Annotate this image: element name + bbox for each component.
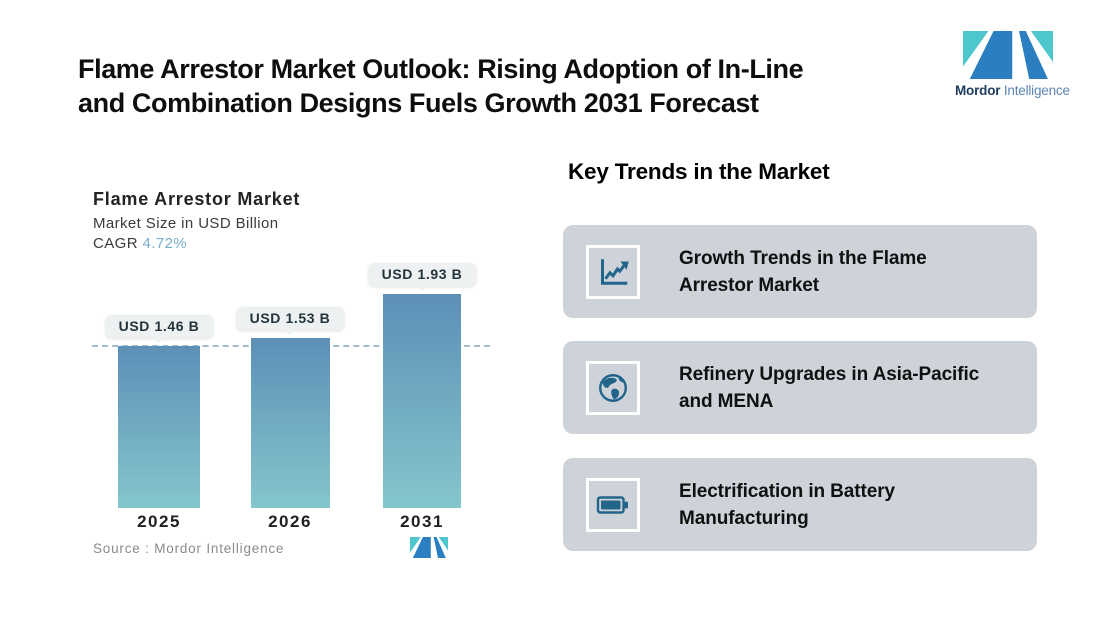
brand-logo: Mordor Intelligence [955, 31, 1070, 98]
page-title-line2: and Combination Designs Fuels Growth 203… [78, 88, 759, 118]
trend-card-refinery: Refinery Upgrades in Asia-Pacific and ME… [563, 341, 1037, 434]
globe-icon [599, 373, 627, 402]
x-axis-label-2025: 2025 [137, 512, 181, 531]
value-label-2031: USD 1.93 B [368, 263, 476, 286]
trend-card-electrification: Electrification in Battery Manufacturing [563, 458, 1037, 551]
chart-subtitle: Market Size in USD Billion [93, 215, 279, 232]
mordor-intelligence-mini-logo-icon [410, 537, 448, 558]
chart-header: Flame Arrestor Market Market Size in USD… [93, 189, 300, 252]
brand-name: Mordor Intelligence [955, 83, 1070, 98]
trend-label: Refinery Upgrades in Asia-Pacific and ME… [679, 363, 980, 412]
trend-card-growth: Growth Trends in the Flame Arrestor Mark… [563, 225, 1037, 318]
trend-icon-box [586, 360, 640, 415]
chart-title: Flame Arrestor Market [93, 189, 301, 209]
trend-label: Growth Trends in the Flame Arrestor Mark… [679, 247, 927, 296]
x-axis-label-2031: 2031 [400, 512, 444, 531]
cagr-label: CAGR [93, 235, 138, 252]
bar-2025 [118, 346, 200, 508]
key-trends-heading: Key Trends in the Market [568, 159, 830, 184]
trend-icon-box [586, 477, 640, 532]
value-label-2025: USD 1.46 B [105, 315, 213, 338]
trend-icon-box [586, 244, 640, 299]
value-label-2026: USD 1.53 B [236, 307, 344, 330]
battery-icon [596, 495, 628, 514]
bar-2026 [250, 338, 330, 508]
x-axis-label-2026: 2026 [268, 512, 312, 531]
chart-cagr: CAGR 4.72% [93, 235, 300, 252]
page-title: Flame Arrestor Market Outlook: Rising Ad… [78, 52, 804, 120]
bar-chart-plot: USD 1.46 B 2025 USD 1.53 B 2026 USD 1.93 B 20… [92, 260, 490, 531]
trend-label: Electrification in Battery Manufacturing [679, 480, 895, 529]
brand-name-bold: Mordor [955, 83, 1001, 98]
cagr-value: 4.72% [142, 235, 188, 252]
brand-name-light: Intelligence [1003, 83, 1070, 98]
chart-source: Source : Mordor Intelligence [93, 541, 285, 556]
page-title-line1: Flame Arrestor Market Outlook: Rising Ad… [78, 54, 804, 84]
bar-2031 [383, 294, 461, 508]
mordor-intelligence-logo-icon [963, 31, 1053, 79]
line-chart-icon [601, 258, 629, 285]
